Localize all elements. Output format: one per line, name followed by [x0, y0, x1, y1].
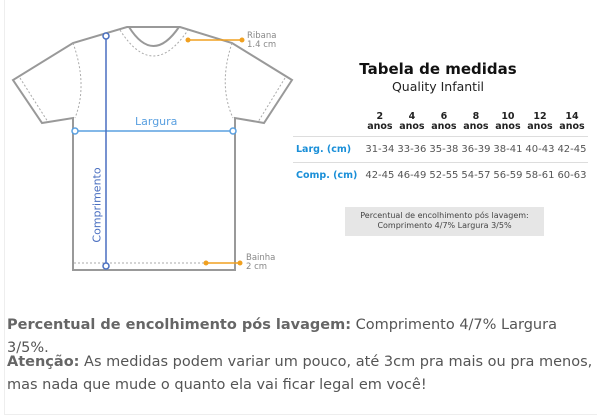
row-label: Larg. (cm) [293, 136, 364, 163]
age-number: 6 [440, 111, 448, 122]
tshirt-diagram [11, 26, 294, 271]
shrinkage-paragraph: Percentual de encolhimento pós lavagem: … [7, 314, 597, 360]
table-cell: 31-34 [363, 136, 396, 163]
age-unit: anos [559, 121, 585, 132]
table-cell: 56-59 [493, 170, 523, 181]
corner-cell [293, 112, 364, 137]
table-cell: 35-38 [427, 136, 460, 163]
table-cell: 40-43 [523, 136, 556, 163]
table-row: Larg. (cm) 31-34 33-36 35-38 36-39 38-41 40-43… [293, 136, 588, 163]
age-unit: anos [399, 121, 425, 132]
bainha-name: Bainha [246, 253, 276, 263]
content-frame [4, 0, 597, 415]
table-cell: 58-61 [525, 170, 555, 181]
tshirt-outline [11, 26, 294, 271]
note-line: Comprimento 4/7% Largura 3/5% [377, 221, 512, 230]
attention-text: As medidas podem variar um pouco, até 3c… [7, 354, 593, 393]
column-header: 8 anos [459, 111, 492, 137]
shrinkage-text: Comprimento 4/7% Largura 3/5%. [7, 317, 557, 356]
age-number: 4 [408, 111, 416, 122]
column-header: 2 anos [363, 111, 396, 137]
age-unit: anos [431, 121, 457, 132]
bainha-label: Bainha 2 cm [246, 254, 275, 272]
table-cell: 33-36 [395, 136, 428, 163]
age-number: 14 [565, 111, 579, 122]
table-cell: 42-45 [365, 170, 395, 181]
bainha-value: 2 cm [246, 262, 268, 272]
table-cell: 42-45 [555, 136, 588, 163]
attention-paragraph: Atenção: As medidas podem variar um pouc… [7, 351, 597, 397]
header-row: 2 anos 4 anos 6 anos 8 anos 10 anos 12 anos 14 anos [293, 112, 588, 137]
length-label: Comprimento [90, 167, 104, 243]
table-row: Comp. (cm) 42-45 46-49 52-55 54-57 56-59 58-61… [293, 163, 588, 189]
shrinkage-note: Percentual de encolhimento pós lavagem: C… [345, 207, 544, 236]
table-cell: 60-63 [557, 170, 587, 181]
shrinkage-heading: Percentual de encolhimento pós lavagem: [7, 317, 351, 333]
age-unit: anos [527, 121, 553, 132]
column-header: 4 anos [395, 111, 428, 137]
age-unit: anos [367, 121, 393, 132]
column-header: 14 anos [555, 111, 588, 137]
ribana-label: Ribana 1.4 cm [247, 32, 276, 50]
table-cell: 52-55 [429, 170, 459, 181]
age-unit: anos [495, 121, 521, 132]
attention-heading: Atenção: [7, 354, 80, 370]
age-unit: anos [463, 121, 489, 132]
table-cell: 54-57 [461, 170, 491, 181]
table-cell: 38-41 [491, 136, 524, 163]
age-number: 2 [376, 111, 384, 122]
table-title: Tabela de medidas [359, 60, 517, 78]
column-header: 6 anos [427, 111, 460, 137]
table-subtitle: Quality Infantil [391, 79, 485, 94]
column-header: 10 anos [491, 111, 524, 137]
age-number: 12 [533, 111, 547, 122]
table-cell: 36-39 [459, 136, 492, 163]
age-number: 10 [501, 111, 515, 122]
size-table: 2 anos 4 anos 6 anos 8 anos 10 anos 12 anos 14 anos L… [293, 112, 588, 188]
ribana-name: Ribana [247, 31, 277, 41]
age-number: 8 [472, 111, 480, 122]
table-cell: 46-49 [397, 170, 427, 181]
width-label: Largura [135, 115, 178, 128]
ribana-value: 1.4 cm [247, 40, 277, 50]
column-header: 12 anos [523, 111, 556, 137]
note-line: Percentual de encolhimento pós lavagem: [360, 211, 529, 220]
row-label: Comp. (cm) [296, 170, 358, 181]
